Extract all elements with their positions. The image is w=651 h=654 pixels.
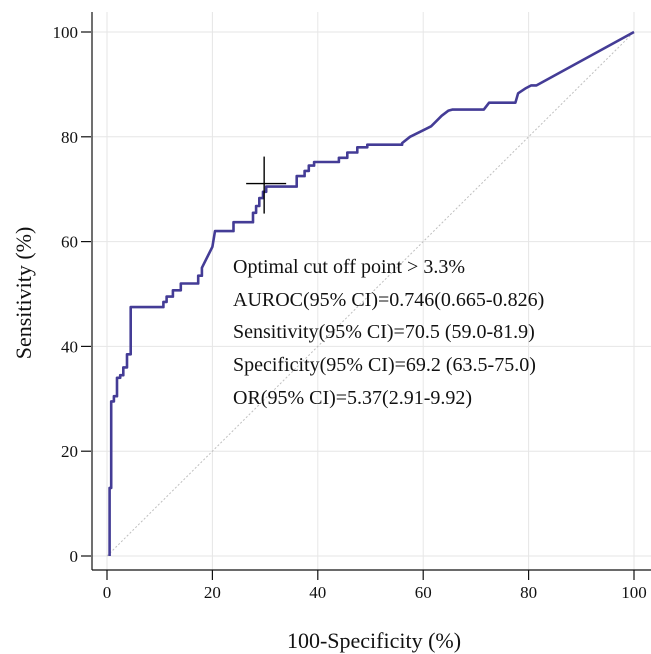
annotation-auroc: AUROC(95% CI)=0.746(0.665-0.826) [233, 289, 544, 311]
x-axis-ticks: 0 20 40 60 80 100 [103, 570, 647, 602]
annotation-odds-ratio: OR(95% CI)=5.37(2.91-9.92) [233, 387, 472, 409]
y-tick-label-0: 0 [70, 547, 79, 566]
x-tick-label-1: 20 [204, 583, 221, 602]
annotation-cutoff: Optimal cut off point > 3.3% [233, 256, 465, 278]
x-tick-label-4: 80 [520, 583, 537, 602]
y-tick-label-1: 20 [61, 442, 78, 461]
annotation-sensitivity: Sensitivity(95% CI)=70.5 (59.0-81.9) [233, 321, 535, 343]
y-tick-label-5: 100 [53, 23, 79, 42]
y-axis-ticks: 0 20 40 60 80 100 [53, 23, 91, 566]
x-tick-label-2: 40 [309, 583, 326, 602]
y-tick-label-2: 40 [61, 337, 78, 356]
roc-curve [108, 30, 635, 556]
y-tick-label-3: 60 [61, 233, 78, 252]
annotation-specificity: Specificity(95% CI)=69.2 (63.5-75.0) [233, 354, 536, 376]
x-axis-title: 100-Specificity (%) [287, 628, 461, 653]
annotation-block: Optimal cut off point > 3.3% AUROC(95% C… [233, 256, 544, 409]
grid-lines [92, 12, 651, 570]
y-tick-label-4: 80 [61, 128, 78, 147]
x-tick-label-0: 0 [103, 583, 112, 602]
x-tick-label-5: 100 [621, 583, 647, 602]
y-axis-title: Sensitivity (%) [11, 227, 36, 360]
x-tick-label-3: 60 [415, 583, 432, 602]
optimal-cutoff-marker [246, 156, 287, 214]
